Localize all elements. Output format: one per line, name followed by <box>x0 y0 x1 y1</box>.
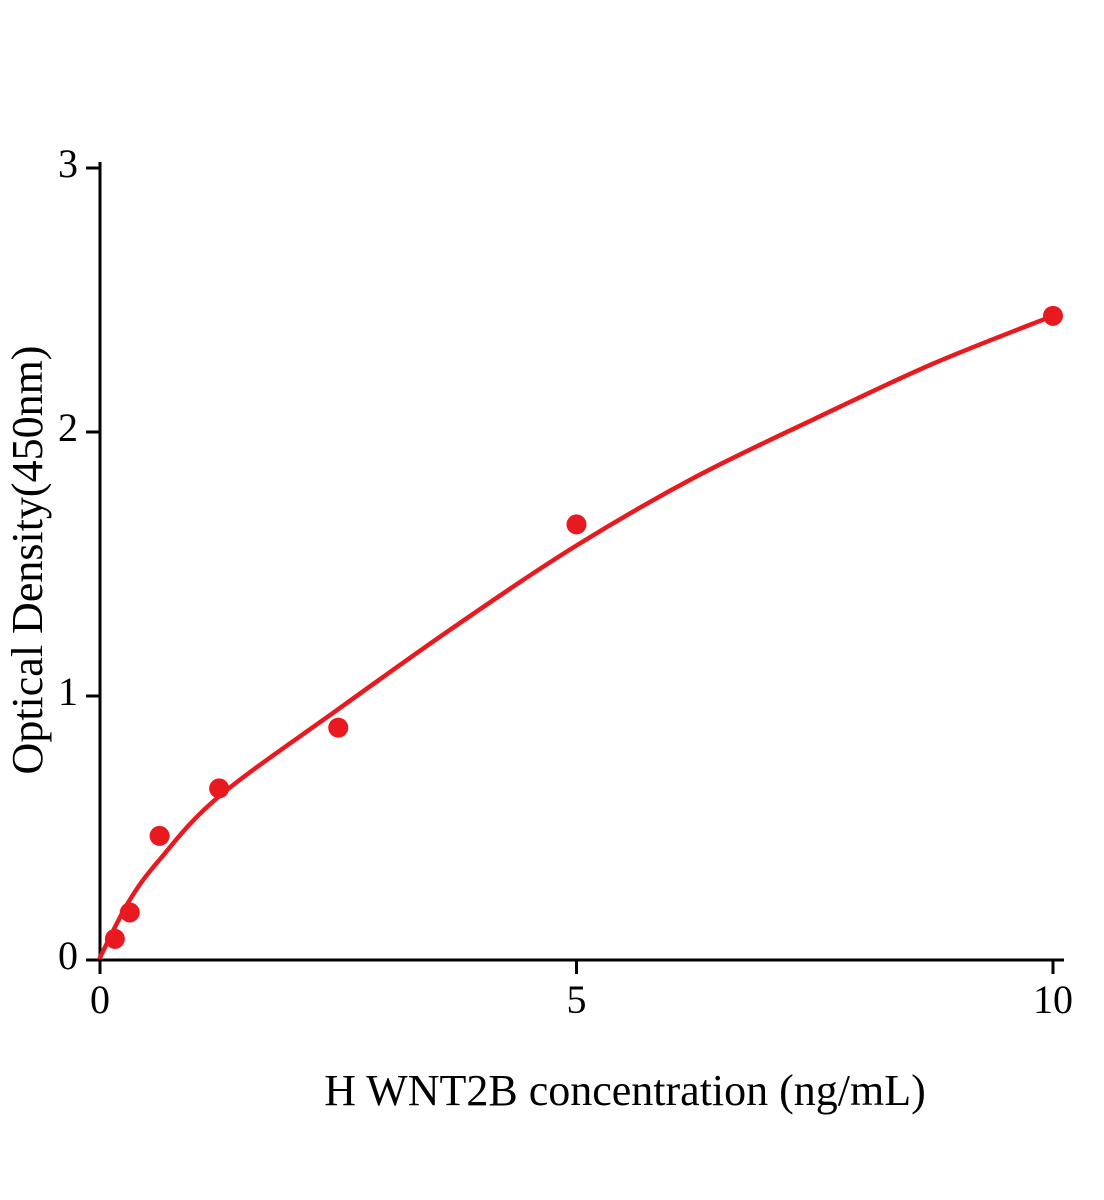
y-tick-label: 1 <box>58 669 78 714</box>
data-point <box>328 717 349 738</box>
y-tick-label: 3 <box>58 141 78 186</box>
fit-curve <box>97 313 1056 960</box>
data-point <box>209 778 230 799</box>
x-axis-title: H WNT2B concentration (ng/mL) <box>324 1066 926 1115</box>
x-tick-label: 0 <box>90 977 110 1022</box>
y-tick-label: 0 <box>58 933 78 978</box>
data-point <box>119 902 140 923</box>
data-point <box>149 825 170 846</box>
data-point <box>566 514 587 535</box>
data-point <box>1043 305 1063 326</box>
x-tick-label: 5 <box>567 977 587 1022</box>
x-tick-label: 10 <box>1033 977 1073 1022</box>
y-axis-title: Optical Density(450nm) <box>3 346 52 775</box>
data-point <box>104 928 125 949</box>
plot-area: 0 5 10 0 1 2 3 <box>58 141 1073 1022</box>
y-tick-label: 2 <box>58 405 78 450</box>
